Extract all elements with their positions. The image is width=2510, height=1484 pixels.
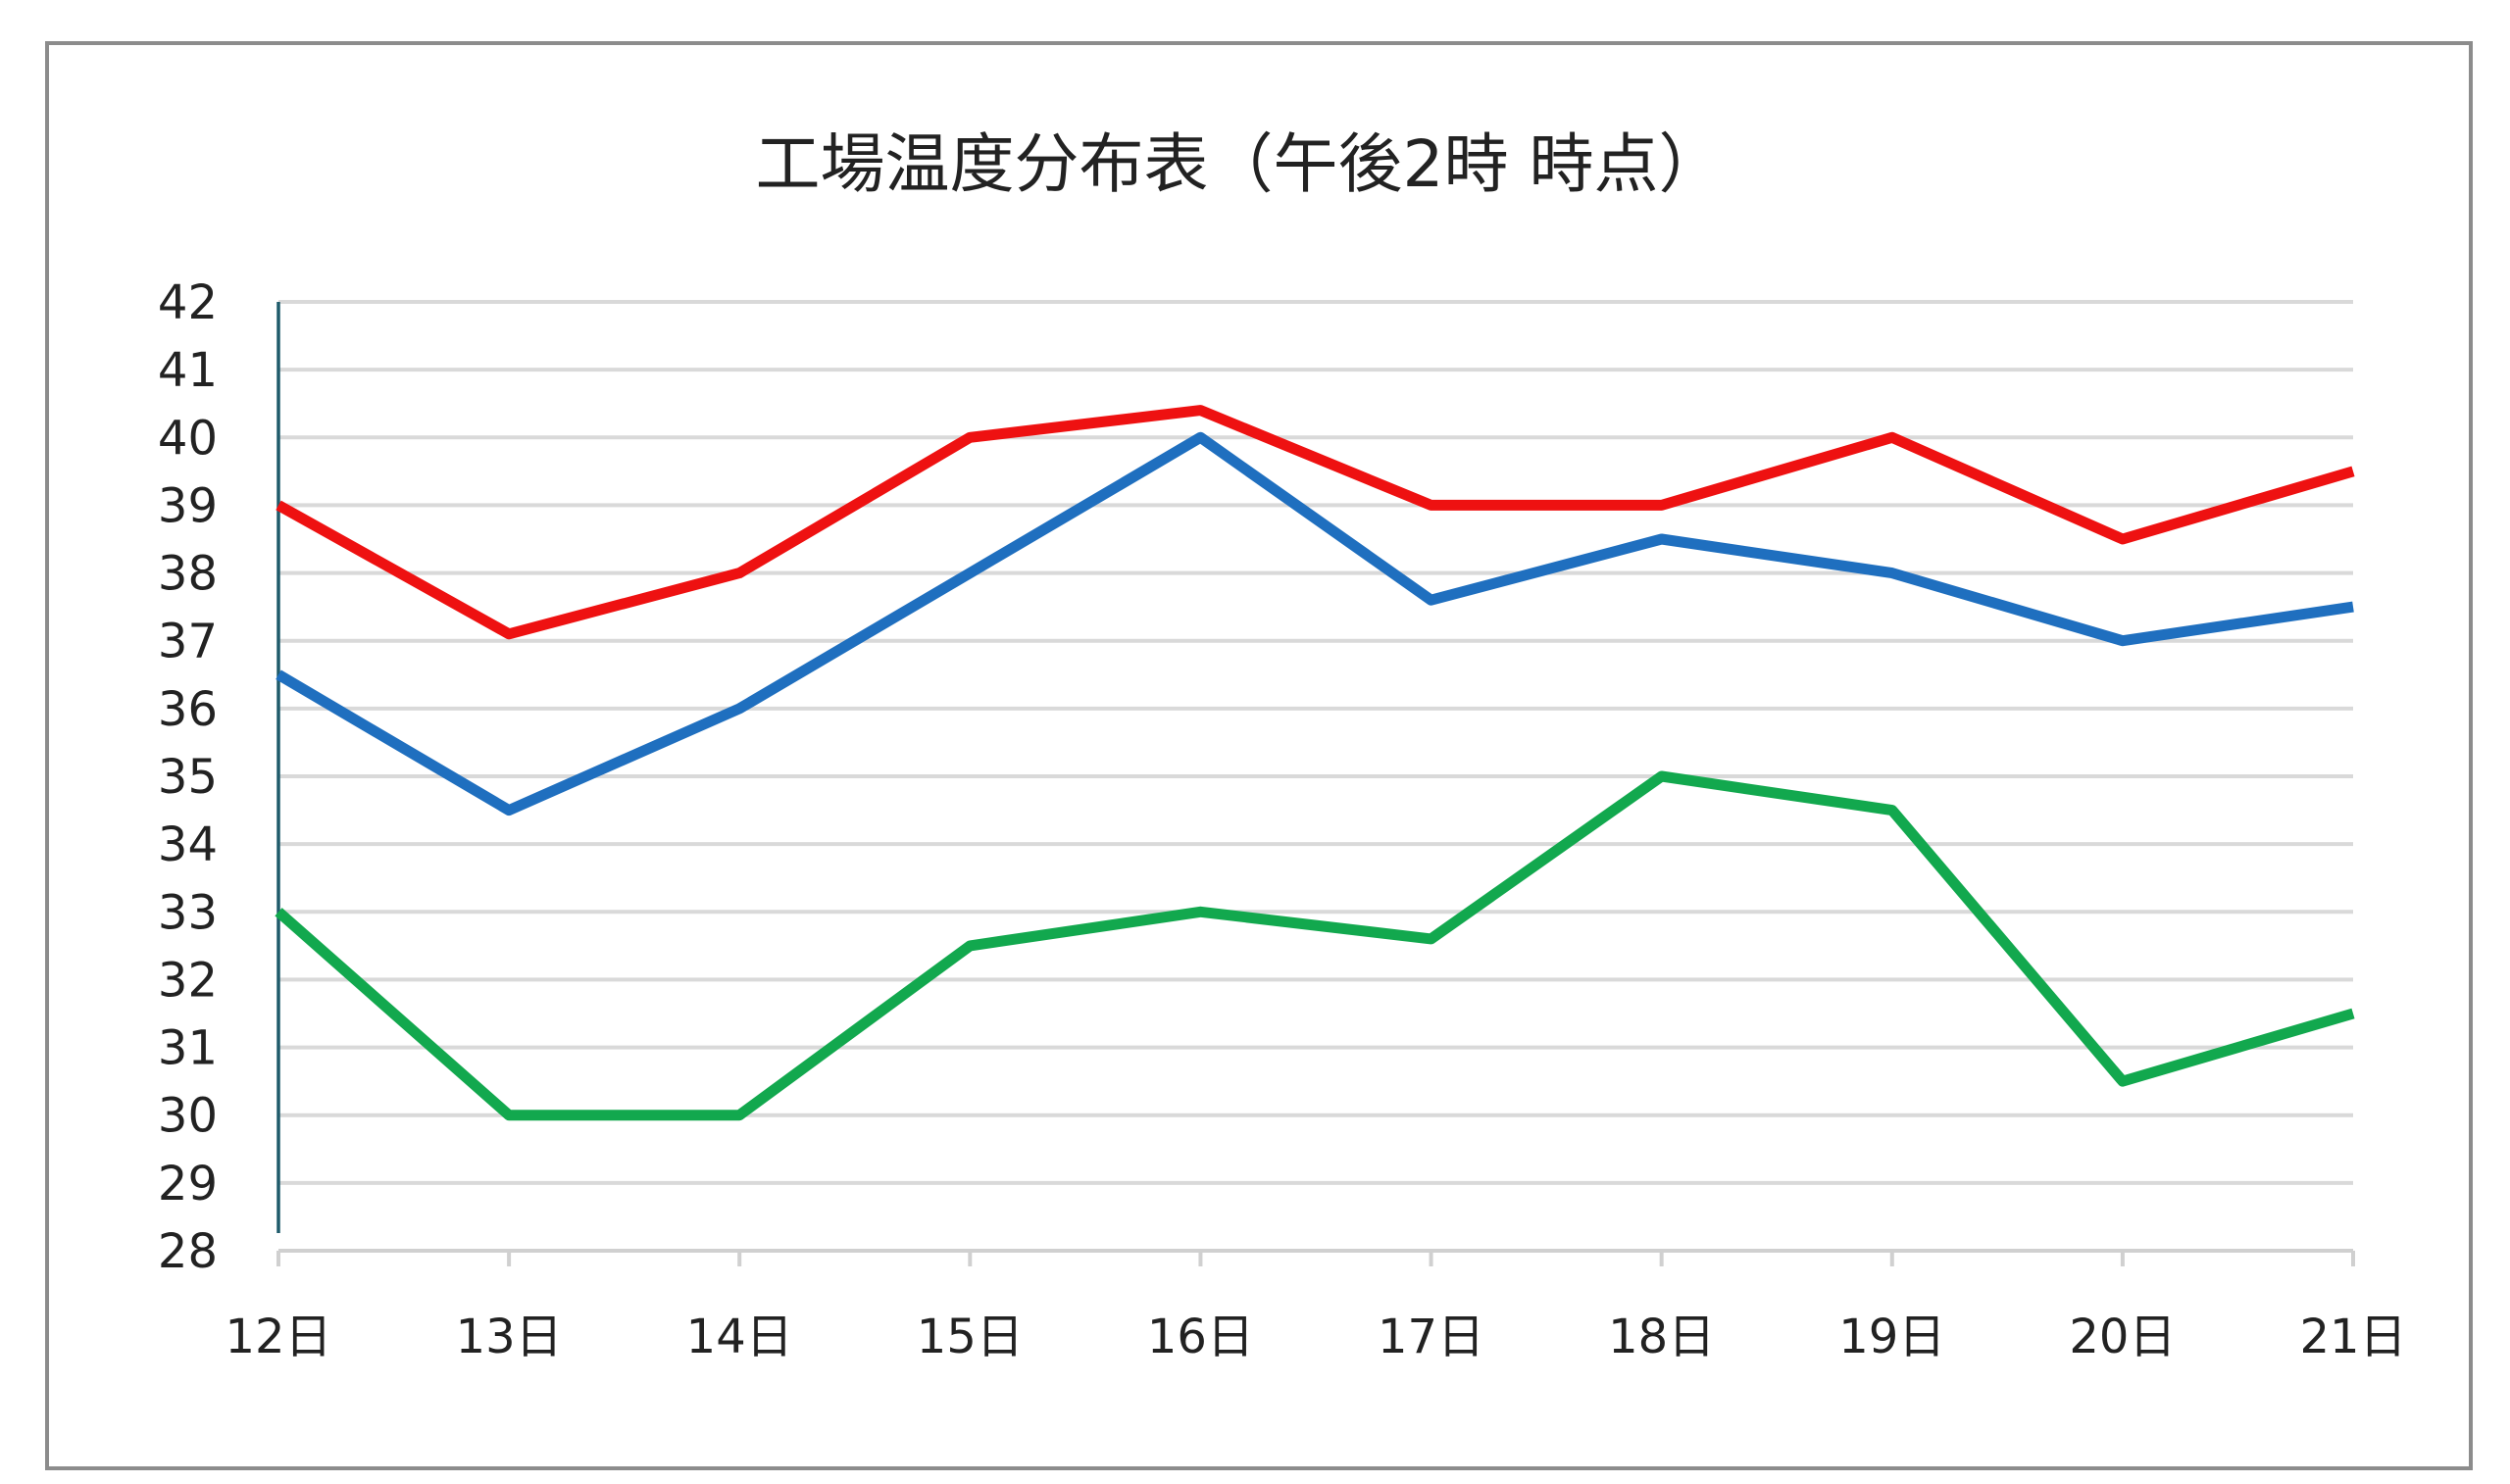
x-tick-label: 18日 — [1608, 1310, 1715, 1364]
chart-frame — [45, 41, 2473, 1470]
series-lines — [275, 405, 2355, 1121]
y-tick-label: 31 — [158, 1021, 218, 1076]
chart-title: 工場温度分布表（午後2時 時点） — [756, 126, 1724, 202]
gridlines — [278, 300, 2353, 1185]
axes — [276, 302, 2355, 1266]
x-tick-label: 16日 — [1147, 1310, 1254, 1364]
y-tick-label: 42 — [158, 275, 218, 330]
x-tick-label: 19日 — [1838, 1310, 1945, 1364]
y-tick-labels: 28 29 30 31 32 33 34 35 36 37 38 39 40 41 42 — [158, 275, 218, 1279]
y-tick-label: 35 — [158, 750, 218, 805]
y-tick-label: 33 — [158, 885, 218, 940]
y-tick-label: 39 — [158, 478, 218, 533]
y-tick-label: 38 — [158, 547, 218, 602]
y-tick-label: 28 — [158, 1224, 218, 1279]
x-tick-labels: 12日 13日 14日 15日 16日 17日 18日 19日 20日 21日 — [225, 1310, 2406, 1364]
y-tick-label: 37 — [158, 615, 218, 669]
y-tick-label: 32 — [158, 953, 218, 1008]
y-tick-label: 40 — [158, 411, 218, 466]
x-tick-label: 17日 — [1378, 1310, 1484, 1364]
x-tick-label: 20日 — [2069, 1310, 2176, 1364]
series-line-1 — [276, 405, 2355, 640]
y-tick-label: 29 — [158, 1157, 218, 1212]
x-tick-label: 15日 — [917, 1310, 1024, 1364]
y-tick-label: 34 — [158, 817, 218, 872]
y-tick-label: 36 — [158, 682, 218, 737]
x-tick-label: 13日 — [456, 1310, 563, 1364]
x-tick-label: 21日 — [2299, 1310, 2406, 1364]
x-tick-label: 12日 — [225, 1310, 331, 1364]
series-line-2 — [276, 431, 2354, 816]
y-tick-label: 30 — [158, 1089, 218, 1144]
x-tick-label: 14日 — [686, 1310, 793, 1364]
series-line-3 — [275, 770, 2355, 1121]
y-tick-label: 41 — [158, 343, 218, 398]
